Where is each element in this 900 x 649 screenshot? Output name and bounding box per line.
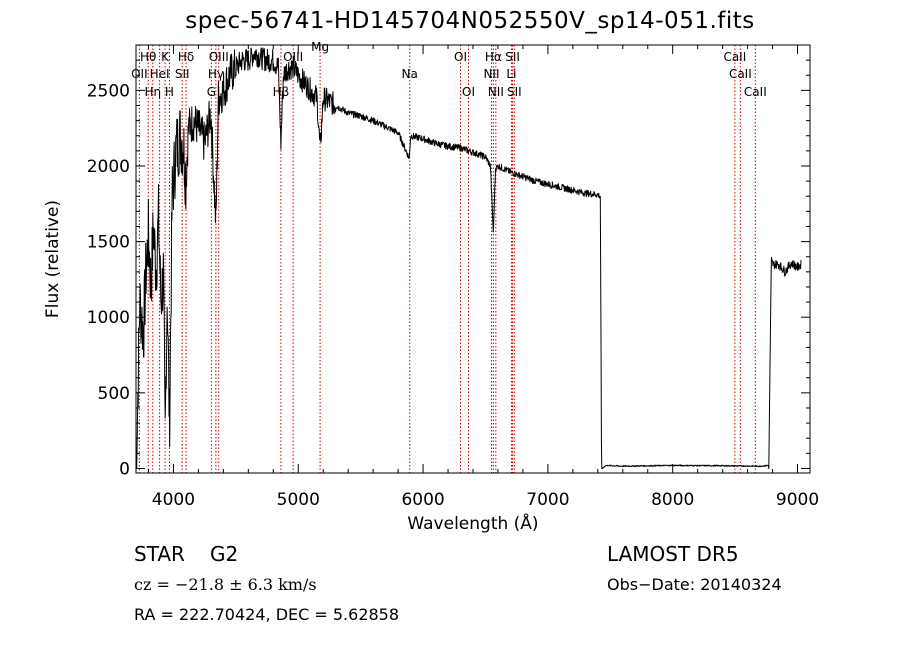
- x-tick-label: 5000: [277, 490, 320, 510]
- coordinates: RA = 222.70424, DEC = 5.62858: [134, 605, 400, 624]
- x-tick-label: 9000: [776, 490, 819, 510]
- line-labels: Hθ OII Hη HeI K H Hδ SII OIII Hγ G Hβ OIII Mg Na OI OI Hα…: [131, 40, 767, 99]
- y-tick-label: 2000: [87, 157, 130, 177]
- spectral-line-label: HeI: [150, 67, 170, 81]
- x-tick-label: 4000: [152, 490, 195, 510]
- spectral-line-label: OI: [462, 85, 475, 99]
- spectral-line-label: SII: [507, 85, 522, 99]
- x-tick-label: 7000: [526, 490, 569, 510]
- object-subclass: G2: [210, 542, 239, 566]
- spectral-line-label: NII: [483, 67, 499, 81]
- spectral-line-label: OIII: [283, 50, 303, 64]
- y-tick-label: 1500: [87, 233, 130, 253]
- spectral-line-label: Hγ: [208, 67, 224, 81]
- plot-frame: [135, 44, 811, 474]
- y-axis-label: Flux (relative): [43, 200, 63, 318]
- spectrum-line: [135, 47, 802, 469]
- spectral-line-label: Hη: [145, 85, 162, 99]
- spectrum-series: [135, 47, 802, 469]
- spectral-line-label: Li: [506, 67, 516, 81]
- redshift-velocity: cz = −21.8 ± 6.3 km/s: [134, 575, 317, 594]
- y-tick-label: 1000: [87, 308, 130, 328]
- spectral-line-label: SII: [175, 67, 190, 81]
- spectral-line-label: H: [165, 85, 174, 99]
- chart-axes: 4000 5000 6000 7000 8000 9000 0 500 1000 1500 2000…: [43, 44, 819, 534]
- x-axis-label: Wavelength (Å): [407, 512, 538, 534]
- spectral-line-label: CaII: [723, 50, 746, 64]
- y-tick-label: 500: [98, 384, 130, 404]
- spectral-line-label: Na: [402, 67, 418, 81]
- spectral-line-label: Mg: [311, 40, 329, 54]
- y-tick-label: 0: [119, 459, 130, 479]
- emission-line-markers: [138, 45, 756, 473]
- object-class: STAR: [134, 542, 185, 566]
- spectral-line-label: OII: [131, 67, 148, 81]
- y-tick-label: 2500: [87, 81, 130, 101]
- spectral-line-label: G: [207, 85, 216, 99]
- spectral-line-label: OIII: [209, 50, 229, 64]
- chart-title: spec-56741-HD145704N052550V_sp14-051.fit…: [185, 8, 755, 34]
- survey-name: LAMOST DR5: [607, 542, 739, 566]
- spectral-line-label: K: [161, 50, 170, 64]
- spectral-line-label: CaII: [744, 85, 767, 99]
- observation-date: Obs−Date: 20140324: [607, 575, 782, 594]
- spectral-line-label: SII: [505, 50, 520, 64]
- spectral-line-label: Hα: [485, 50, 502, 64]
- x-tick-label: 6000: [401, 490, 444, 510]
- spectral-line-label: Hβ: [273, 85, 290, 99]
- x-tick-label: 8000: [651, 490, 694, 510]
- spectral-line-label: OI: [454, 50, 467, 64]
- spectral-line-label: NII: [488, 85, 504, 99]
- spectral-line-label: Hθ: [140, 50, 156, 64]
- spectral-line-label: Hδ: [178, 50, 194, 64]
- spectral-line-label: CaII: [729, 67, 752, 81]
